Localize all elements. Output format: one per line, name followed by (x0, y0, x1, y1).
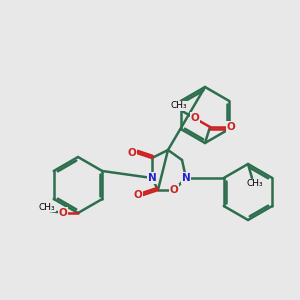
Text: O: O (134, 190, 142, 200)
Text: O: O (58, 208, 68, 218)
Text: O: O (226, 122, 236, 132)
Text: O: O (169, 185, 178, 195)
Text: N: N (148, 173, 156, 183)
Text: CH₃: CH₃ (171, 101, 187, 110)
Text: O: O (128, 148, 136, 158)
Text: CH₃: CH₃ (247, 179, 263, 188)
Text: O: O (190, 113, 200, 123)
Text: N: N (182, 173, 190, 183)
Text: CH₃: CH₃ (39, 202, 55, 211)
